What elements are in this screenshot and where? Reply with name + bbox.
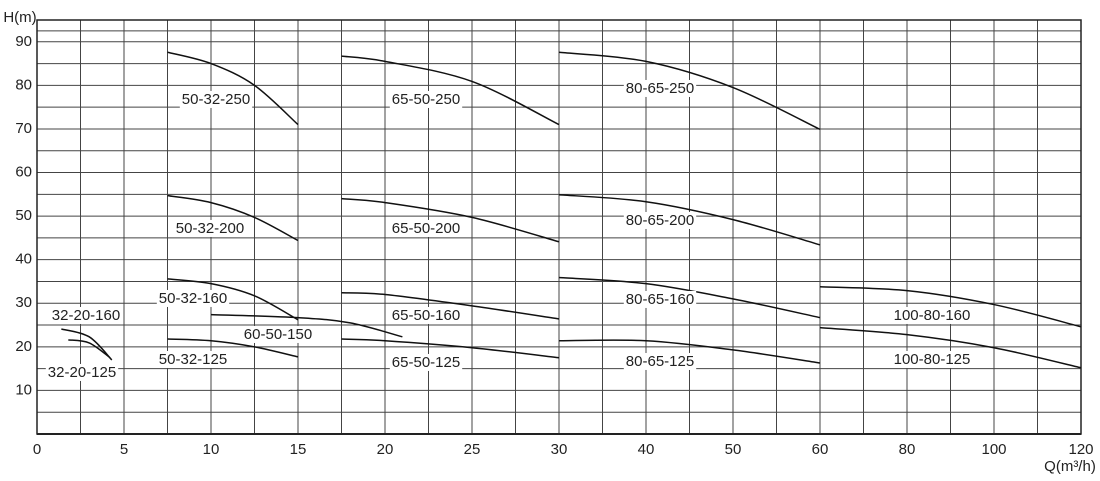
curve [558, 339, 821, 364]
curve [61, 328, 113, 361]
curve-label: 80-65-200 [626, 212, 694, 229]
curve-label-bg [389, 353, 463, 371]
curve-label-bg [45, 363, 119, 381]
curve-label: 32-20-160 [52, 307, 120, 324]
curve [167, 338, 299, 358]
curve-label: 100-80-160 [894, 307, 971, 324]
curve-label: 65-50-200 [392, 220, 460, 237]
curve-label: 50-32-200 [176, 220, 244, 237]
curve-label-bg [173, 219, 247, 237]
x-tick-label: 5 [120, 441, 128, 458]
curve [341, 292, 560, 320]
curve [210, 313, 403, 338]
curve-label-bg [389, 306, 463, 324]
y-tick-label: 10 [15, 381, 32, 398]
x-tick-label: 10 [203, 441, 220, 458]
curve-label-bg [623, 211, 697, 229]
y-tick-label: 70 [15, 120, 32, 137]
x-tick-label: 25 [464, 441, 481, 458]
curve [167, 278, 299, 321]
curve-label-bg [156, 350, 230, 368]
curve-label-bg [389, 90, 463, 108]
curve-label: 80-65-250 [626, 80, 694, 97]
curve [819, 285, 1082, 328]
y-tick-label: 90 [15, 33, 32, 50]
x-tick-label: 40 [638, 441, 655, 458]
curve [167, 51, 299, 126]
x-tick-label: 50 [725, 441, 742, 458]
x-tick-label: 20 [377, 441, 394, 458]
x-tick-label: 60 [812, 441, 829, 458]
curve-label-bg [623, 290, 697, 308]
x-tick-label: 15 [290, 441, 307, 458]
curve-label-bg [179, 90, 253, 108]
curve-label: 65-50-250 [392, 91, 460, 108]
curve [558, 51, 821, 131]
curve-label: 50-32-125 [159, 351, 227, 368]
curve-label: 50-32-250 [182, 91, 250, 108]
curve-label-bg [891, 350, 973, 368]
curve-label: 32-20-125 [48, 364, 116, 381]
x-tick-label: 100 [981, 441, 1006, 458]
curve-label-bg [389, 219, 463, 237]
curve [68, 339, 111, 359]
y-tick-label: 20 [15, 338, 32, 355]
x-tick-label: 120 [1068, 441, 1093, 458]
curve-label: 100-80-125 [894, 351, 971, 368]
curve [341, 55, 560, 126]
y-axis-label: H(m) [3, 9, 36, 26]
curve [558, 276, 821, 319]
y-tick-label: 50 [15, 207, 32, 224]
y-tick-label: 80 [15, 76, 32, 93]
curve-label: 80-65-125 [626, 353, 694, 370]
x-axis [37, 433, 1081, 435]
y-tick-label: 60 [15, 163, 32, 180]
x-tick-label: 80 [899, 441, 916, 458]
y-tick-label: 40 [15, 251, 32, 268]
curve-label-bg [156, 289, 230, 307]
curve-label-bg [623, 79, 697, 97]
x-tick-label: 30 [551, 441, 568, 458]
curve [341, 197, 560, 243]
curve [167, 194, 299, 242]
curve-label: 65-50-160 [392, 307, 460, 324]
x-tick-label: 0 [33, 441, 41, 458]
curve-label-bg [49, 306, 123, 324]
curve-label: 65-50-125 [392, 354, 460, 371]
x-axis-label: Q(m³/h) [1044, 458, 1096, 475]
curve-label: 50-32-160 [159, 290, 227, 307]
curve-label-bg [623, 352, 697, 370]
curve [558, 194, 821, 246]
curve [819, 326, 1082, 369]
y-tick-label: 30 [15, 294, 32, 311]
curve-label: 60-50-150 [244, 326, 312, 343]
curve-label-bg [241, 325, 315, 343]
curve-label-bg [891, 306, 973, 324]
curve [341, 338, 560, 359]
curve-label: 80-65-160 [626, 291, 694, 308]
